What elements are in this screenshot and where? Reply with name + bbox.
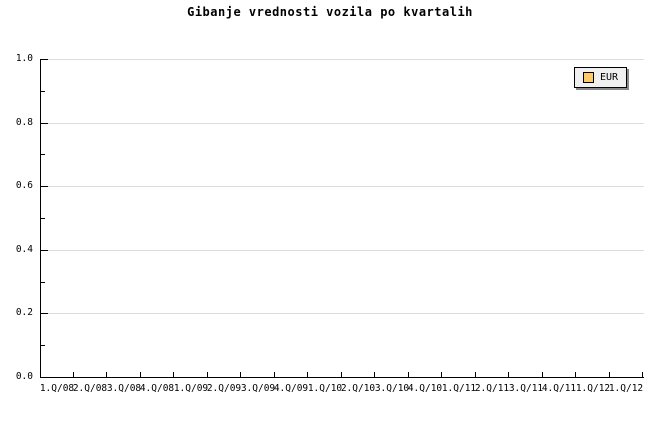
x-axis-tick	[441, 372, 442, 377]
x-axis-tick	[341, 372, 342, 377]
x-axis-tick	[307, 372, 308, 377]
x-axis-tick	[575, 372, 576, 377]
x-axis-line	[40, 377, 644, 378]
y-axis-major-tick	[40, 59, 48, 60]
x-axis-tick-label: 1.Q/12	[608, 383, 644, 394]
y-axis-tick-label: 1.0	[15, 53, 33, 64]
x-axis-tick	[475, 372, 476, 377]
eur-series-swatch-icon	[583, 72, 594, 83]
x-axis-tick	[508, 372, 509, 377]
gridline	[41, 250, 644, 251]
gridline	[41, 59, 644, 60]
x-axis-tick	[542, 372, 543, 377]
x-axis-tick	[408, 372, 409, 377]
x-axis-tick	[207, 372, 208, 377]
y-axis-minor-tick	[40, 218, 45, 219]
legend-box: EUR	[574, 67, 628, 88]
x-axis-tick-label: 2.Q/10	[340, 383, 376, 394]
x-axis-tick-label: 3.Q/09	[240, 383, 276, 394]
x-axis-tick-label: 3.Q/10	[374, 383, 410, 394]
y-axis-tick-label: 0.4	[15, 244, 33, 255]
y-axis-tick-label: 0.6	[15, 180, 33, 191]
x-axis-tick	[274, 372, 275, 377]
x-axis-tick-label: 1.Q/08	[39, 383, 75, 394]
y-axis-major-tick	[40, 123, 48, 124]
y-axis-minor-tick	[40, 154, 45, 155]
y-axis-minor-tick	[40, 282, 45, 283]
x-axis-tick-label: 1.Q/12	[575, 383, 611, 394]
x-axis-tick	[73, 372, 74, 377]
x-axis-tick-label: 1.Q/09	[173, 383, 209, 394]
x-axis-tick	[642, 372, 643, 377]
x-axis-tick-label: 4.Q/08	[139, 383, 175, 394]
x-axis-tick-label: 3.Q/11	[508, 383, 544, 394]
x-axis-tick-label: 3.Q/08	[106, 383, 142, 394]
x-axis-tick-label: 4.Q/11	[541, 383, 577, 394]
y-axis-major-tick	[40, 313, 48, 314]
x-axis-tick-label: 4.Q/09	[273, 383, 309, 394]
x-axis-tick	[240, 372, 241, 377]
x-axis-tick-label: 2.Q/11	[474, 383, 510, 394]
x-axis-tick	[374, 372, 375, 377]
x-axis-tick-label: 1.Q/10	[307, 383, 343, 394]
y-axis-minor-tick	[40, 345, 45, 346]
x-axis-tick	[173, 372, 174, 377]
y-axis-tick-label: 0.8	[15, 117, 33, 128]
y-axis-major-tick	[40, 377, 48, 378]
gridline	[41, 313, 644, 314]
y-axis-major-tick	[40, 186, 48, 187]
x-axis-tick	[106, 372, 107, 377]
x-axis-tick-label: 2.Q/08	[72, 383, 108, 394]
x-axis-tick-label: 4.Q/10	[407, 383, 443, 394]
legend-label: EUR	[600, 72, 619, 83]
x-axis-tick-label: 1.Q/11	[441, 383, 477, 394]
x-axis-tick	[609, 372, 610, 377]
chart-title: Gibanje vrednosti vozila po kvartalih	[187, 5, 473, 19]
y-axis-major-tick	[40, 250, 48, 251]
y-axis-minor-tick	[40, 91, 45, 92]
y-axis-tick-label: 0.0	[15, 371, 33, 382]
gridline	[41, 186, 644, 187]
x-axis-tick	[140, 372, 141, 377]
y-axis-tick-label: 0.2	[15, 307, 33, 318]
x-axis-tick-label: 2.Q/09	[206, 383, 242, 394]
gridline	[41, 123, 644, 124]
